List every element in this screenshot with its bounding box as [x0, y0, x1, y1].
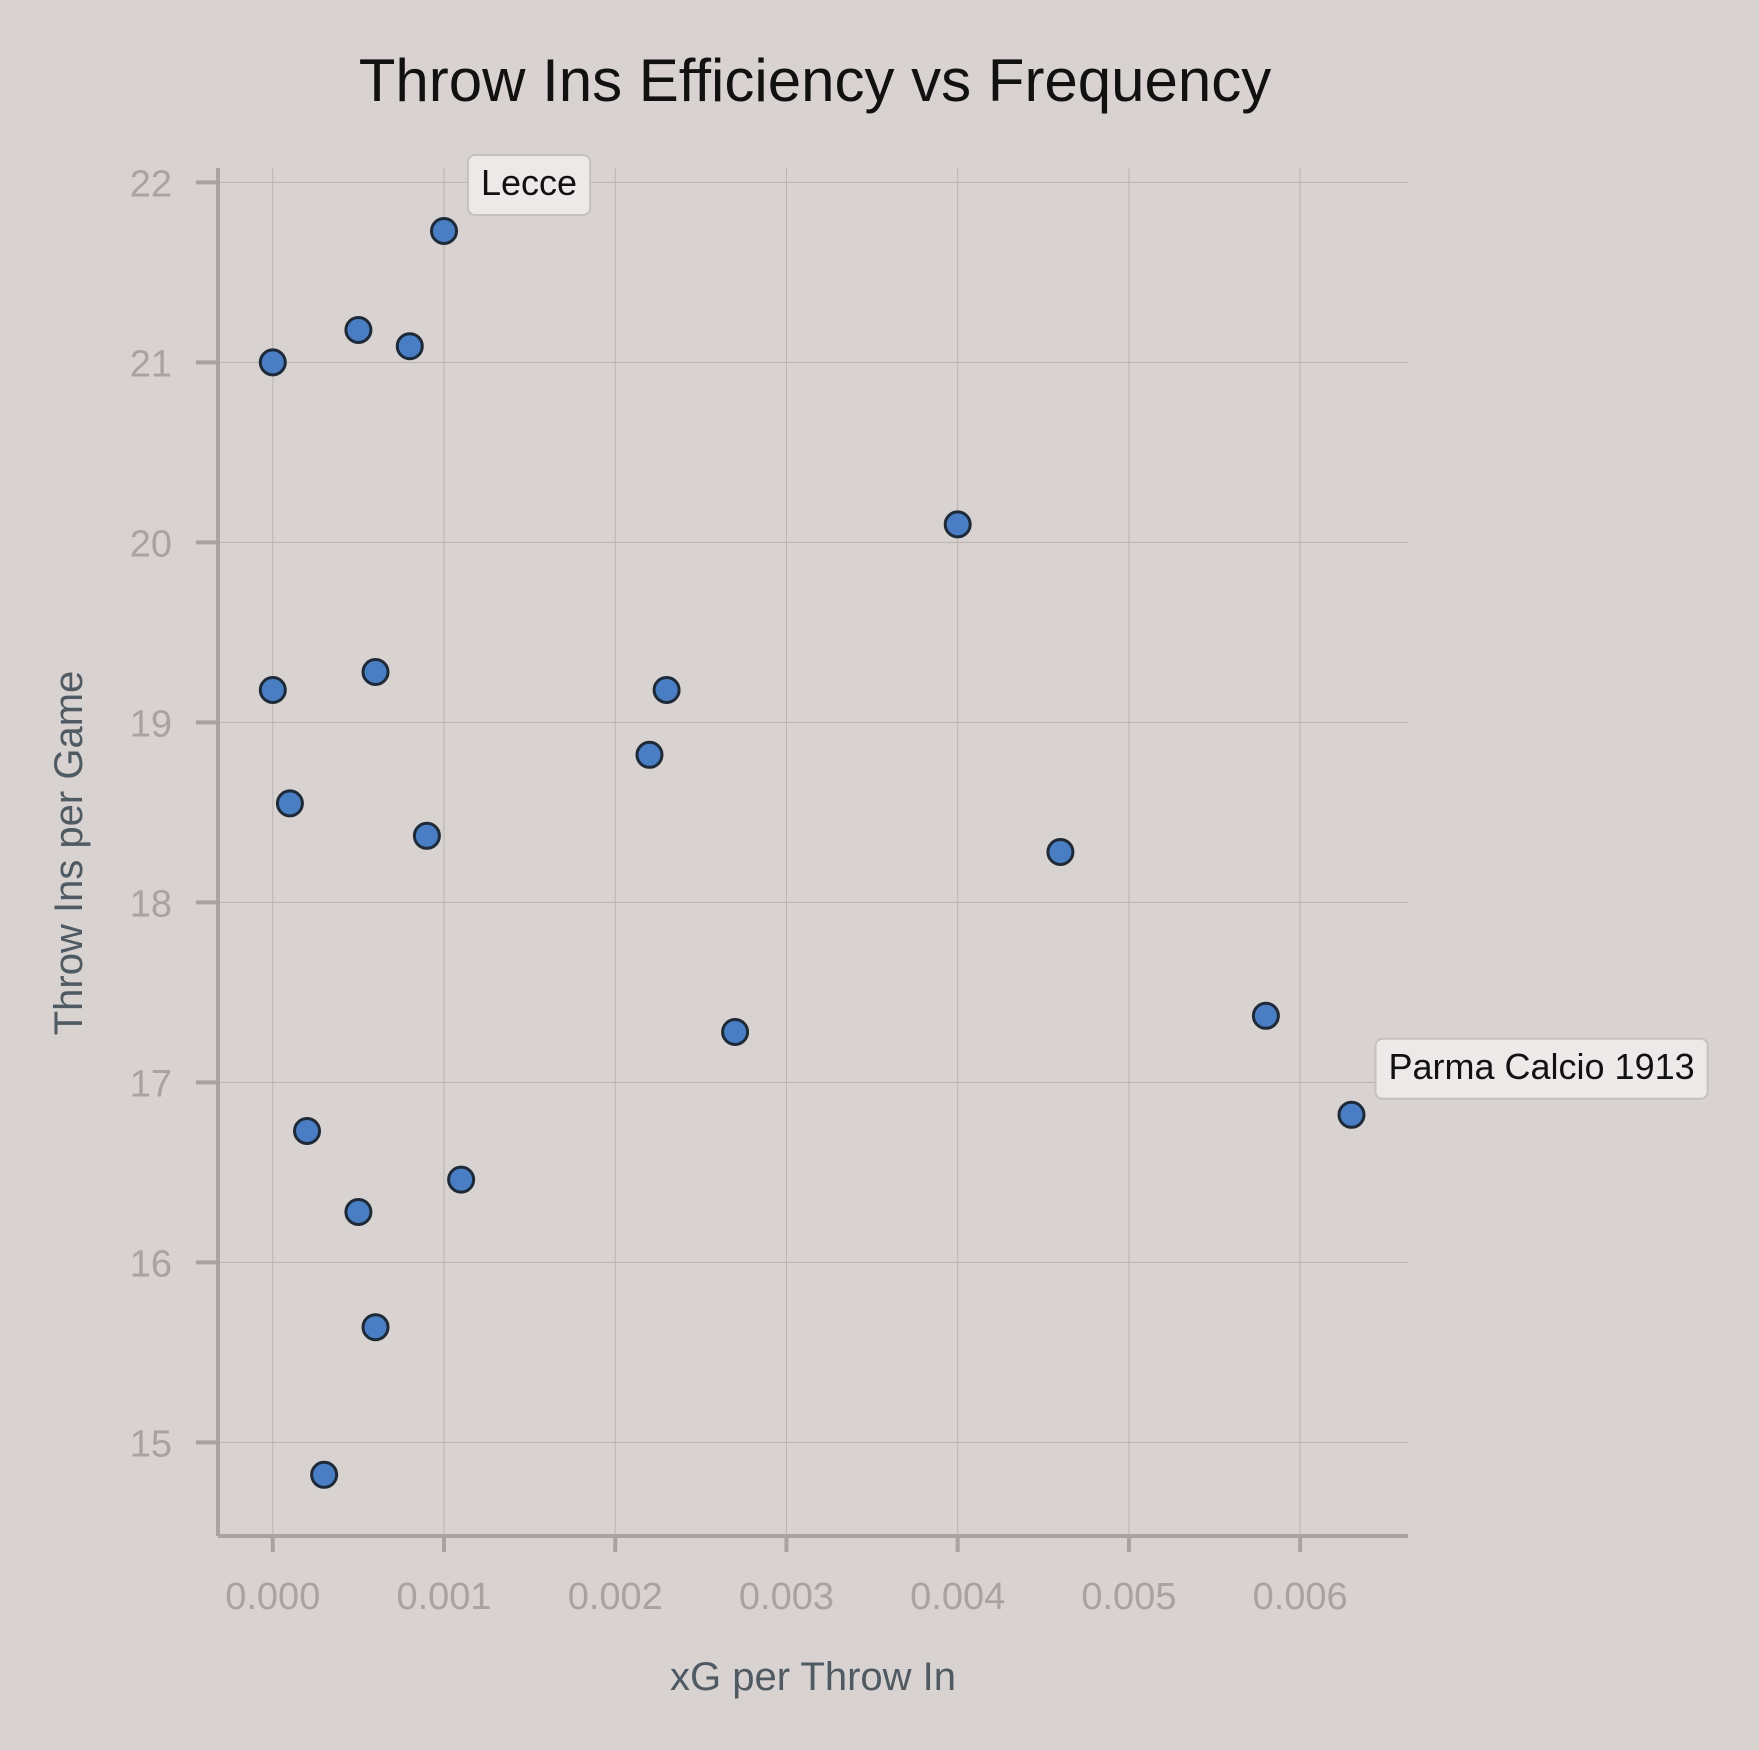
- x-tick-label: 0.001: [396, 1576, 491, 1618]
- scatter-point: [430, 217, 459, 245]
- scatter-point: [447, 1165, 476, 1194]
- scatter-point: [943, 510, 972, 539]
- axes: [216, 168, 1408, 1538]
- scatter-point: [1337, 1100, 1366, 1129]
- y-tick-label: 20: [130, 523, 172, 565]
- scatter-point: [361, 1313, 390, 1342]
- y-tick-label: 17: [130, 1063, 172, 1105]
- x-tick-label: 0.004: [910, 1576, 1005, 1618]
- scatter-point: [652, 676, 681, 704]
- scatter-point: [412, 821, 441, 850]
- chart-title: Throw Ins Efficiency vs Frequency: [359, 47, 1272, 114]
- x-tick-label: 0.002: [568, 1576, 663, 1618]
- y-axis-label: Throw Ins per Game: [47, 671, 91, 1036]
- annotation-box: [467, 154, 592, 216]
- annotation-label: Parma Calcio 1913: [1388, 1046, 1694, 1087]
- x-tick-label: 0.005: [1081, 1576, 1176, 1618]
- scatter-point: [635, 740, 664, 769]
- y-tick-label: 15: [130, 1423, 172, 1465]
- scatter-point: [1251, 1001, 1280, 1030]
- y-tick-label: 21: [130, 343, 172, 385]
- scatter-point: [344, 1198, 373, 1226]
- x-axis-label: xG per Throw In: [670, 1655, 956, 1699]
- x-tick-label: 0.003: [739, 1576, 834, 1618]
- annotation-box: [1374, 1037, 1709, 1100]
- y-tick-label: 16: [130, 1243, 172, 1285]
- scatter-point: [258, 676, 287, 704]
- scatter-point: [395, 332, 424, 361]
- scatter-point: [310, 1460, 339, 1489]
- scatter-point: [293, 1117, 322, 1145]
- scatter-point: [1046, 838, 1075, 866]
- scatter-point: [344, 316, 373, 344]
- point-annotation: Parma Calcio 1913: [1374, 1037, 1709, 1100]
- point-annotation: Lecce: [467, 154, 592, 216]
- y-tick-label: 19: [130, 703, 172, 745]
- tick-labels: 0.000 0.001 0.002 0.003 0.004 0.005 0.006 15 16 1…: [130, 163, 1348, 1618]
- annotations: Lecce Parma Calcio 1913: [467, 154, 1709, 1100]
- y-tick-label: 22: [130, 163, 172, 205]
- grid-lines: [218, 168, 1408, 1536]
- scatter-point: [275, 789, 304, 818]
- data-points: [258, 217, 1366, 1489]
- scatter-point: [258, 348, 287, 377]
- scatter-point: [721, 1018, 750, 1046]
- x-tick-label: 0.000: [225, 1576, 320, 1618]
- y-tick-label: 18: [130, 883, 172, 925]
- x-tick-label: 0.006: [1253, 1576, 1348, 1618]
- scatter-point: [361, 658, 390, 686]
- annotation-label: Lecce: [481, 162, 577, 203]
